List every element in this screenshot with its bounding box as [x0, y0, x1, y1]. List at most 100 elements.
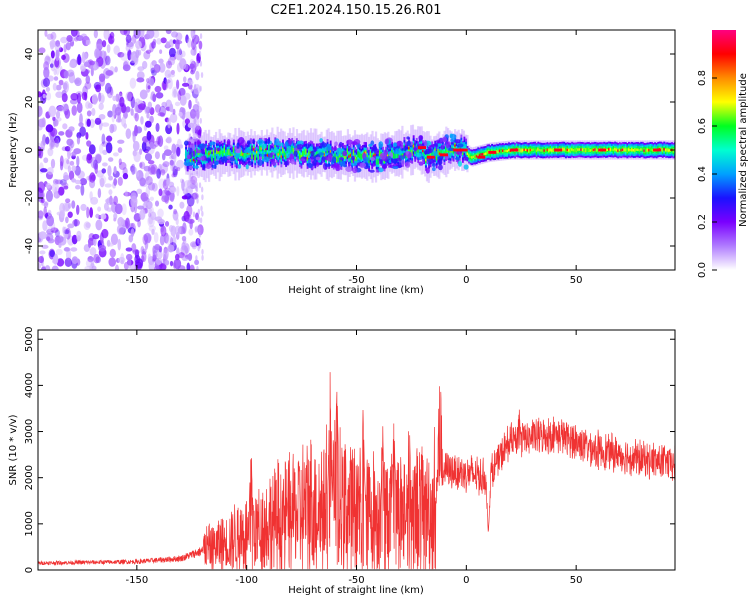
noise-blob: [53, 56, 61, 69]
noise-blob: [45, 86, 50, 92]
noise-blob: [58, 47, 64, 53]
noise-blob: [106, 135, 113, 142]
signal-blob: [423, 139, 428, 147]
noise-blob: [154, 151, 160, 160]
noise-blob: [157, 218, 165, 225]
signal-peak: [606, 148, 609, 152]
signal-blob: [192, 150, 196, 157]
signal-peak: [598, 148, 607, 152]
noise-blob: [54, 43, 62, 52]
noise-blob: [65, 249, 72, 261]
signal-peak: [365, 151, 367, 155]
signal-blob: [300, 158, 306, 162]
signal-blob: [368, 143, 373, 147]
signal-blob: [321, 156, 326, 161]
noise-blob: [50, 31, 57, 41]
noise-blob: [154, 265, 161, 270]
noise-blob: [101, 122, 110, 127]
noise-blob: [192, 211, 196, 218]
noise-blob: [165, 60, 173, 69]
noise-blob: [169, 159, 174, 166]
noise-blob: [108, 175, 113, 181]
noise-blob: [97, 188, 102, 199]
noise-blob: [193, 30, 196, 34]
noise-blob: [157, 112, 166, 117]
signal-blob: [288, 139, 293, 146]
signal-band: [448, 149, 450, 156]
noise-blob: [193, 88, 196, 95]
noise-blob: [186, 204, 193, 217]
noise-blob: [46, 215, 55, 227]
noise-blob: [154, 85, 162, 93]
noise-blob: [195, 61, 199, 68]
noise-blob: [164, 221, 170, 227]
noise-blob: [179, 201, 185, 209]
signal-blob: [290, 158, 295, 165]
spectrogram-axes: -150 -100 -50 0 50 -40 -20 0 20 40: [24, 30, 675, 286]
signal-band: [191, 151, 194, 158]
noise-blob: [198, 227, 201, 234]
noise-blob: [98, 143, 104, 154]
signal-blob: [462, 156, 469, 161]
signal-peak: [265, 147, 268, 151]
noise-blob: [71, 234, 78, 245]
noise-blob: [100, 50, 106, 60]
snr-ylabel: SNR (10 * v/v): [8, 414, 19, 485]
signal-blob: [206, 147, 213, 151]
noise-blob: [195, 35, 199, 42]
signal-peak: [386, 153, 389, 157]
signal-band: [445, 147, 447, 154]
noise-blob: [46, 228, 54, 235]
signal-peak: [540, 149, 543, 152]
signal-band: [254, 154, 257, 161]
signal-band: [215, 148, 218, 154]
noise-blob: [74, 77, 82, 87]
signal-peak: [471, 156, 474, 159]
noise-blob: [176, 122, 180, 135]
noise-blob: [98, 73, 106, 83]
signal-peak: [595, 148, 598, 152]
signal-peak: [510, 148, 519, 152]
signal-peak: [497, 150, 500, 154]
noise-blob: [48, 105, 57, 117]
signal-peak: [635, 148, 638, 151]
spectrogram-panel: -150 -100 -50 0 50 -40 -20 0 20 40 Height of stra…: [8, 29, 676, 296]
noise-blob: [141, 251, 147, 263]
signal-blob: [429, 147, 433, 154]
noise-blob: [93, 237, 97, 247]
signal-blob: [437, 143, 442, 147]
noise-blob: [103, 30, 110, 40]
signal-blob: [406, 140, 411, 147]
noise-blob: [169, 113, 178, 124]
signal-band: [308, 150, 311, 156]
noise-blob: [166, 136, 172, 144]
noise-blob: [60, 36, 68, 44]
signal-band: [360, 153, 363, 160]
signal-peak: [632, 149, 635, 152]
noise-blob: [64, 145, 71, 152]
snr-xtick-label: -150: [125, 575, 148, 586]
noise-blob: [122, 172, 129, 180]
signal-peak: [563, 148, 566, 151]
signal-peak: [591, 148, 593, 152]
snr-xtick-label: 0: [463, 575, 469, 586]
noise-blob: [136, 77, 145, 83]
signal-blob: [263, 156, 270, 163]
noise-blob: [178, 111, 183, 117]
noise-blob: [147, 253, 152, 262]
signal-band: [268, 145, 271, 152]
signal-blob: [307, 162, 313, 169]
signal-blob: [345, 166, 353, 173]
noise-blob: [50, 158, 56, 169]
noise-blob: [67, 165, 72, 173]
signal-blob: [266, 138, 271, 145]
noise-blob: [156, 37, 162, 45]
signal-blob: [418, 135, 424, 141]
signal-blob: [346, 139, 353, 145]
noise-blob: [91, 107, 96, 116]
signal-blob: [189, 147, 193, 154]
signal-band: [251, 153, 254, 160]
noise-blob: [153, 232, 159, 243]
noise-blob: [91, 60, 99, 71]
